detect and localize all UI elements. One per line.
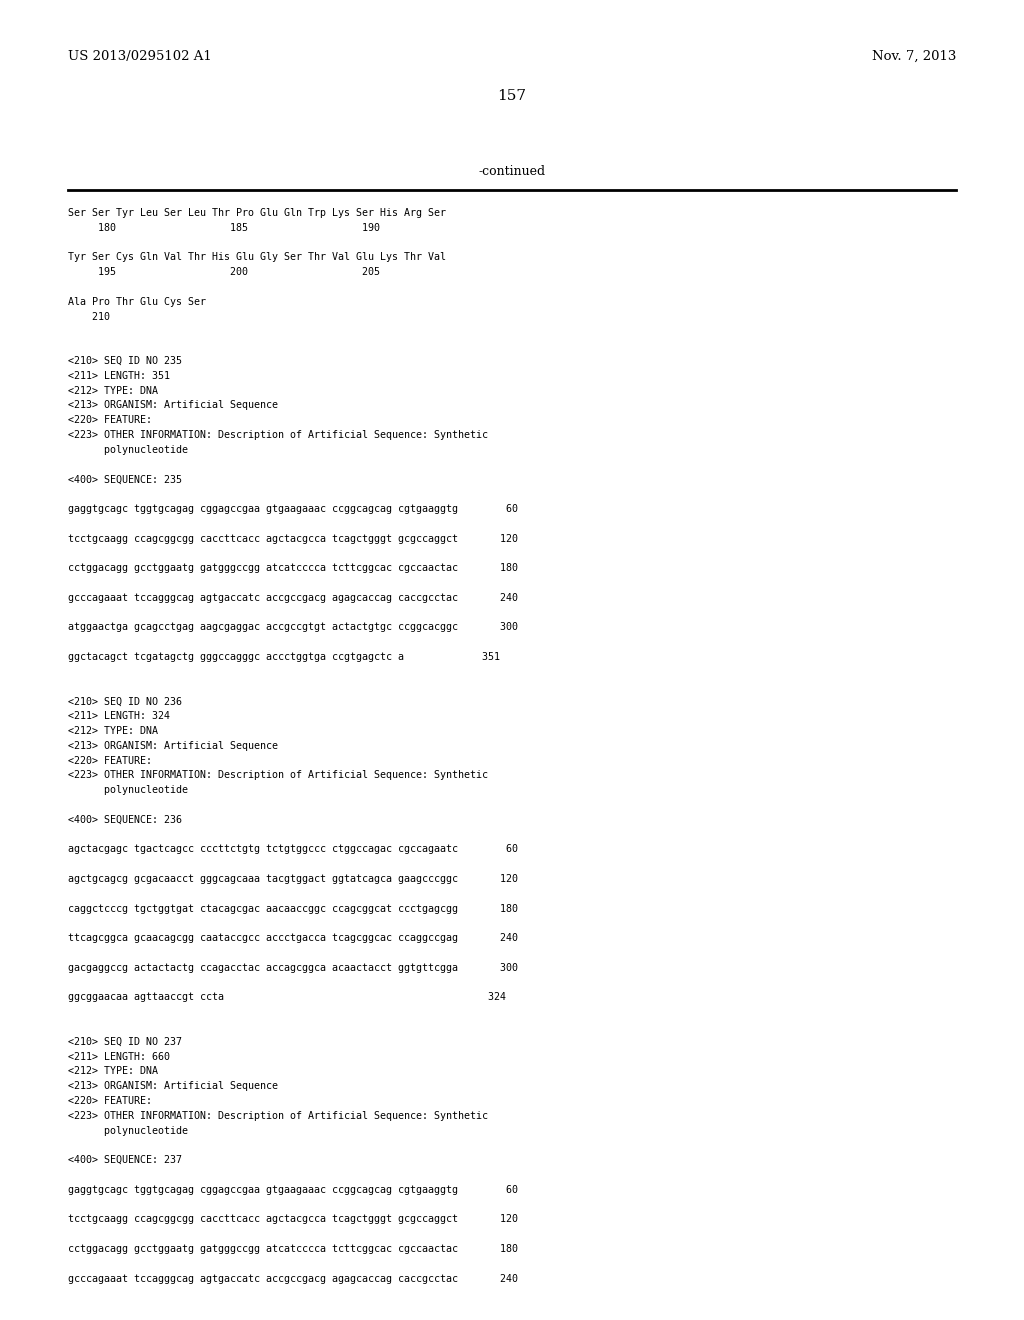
Text: -continued: -continued bbox=[478, 165, 546, 178]
Text: <213> ORGANISM: Artificial Sequence: <213> ORGANISM: Artificial Sequence bbox=[68, 1081, 278, 1092]
Text: ggctacagct tcgatagctg gggccagggc accctggtga ccgtgagctc a             351: ggctacagct tcgatagctg gggccagggc accctgg… bbox=[68, 652, 500, 663]
Text: <212> TYPE: DNA: <212> TYPE: DNA bbox=[68, 385, 158, 396]
Text: cctggacagg gcctggaatg gatgggccgg atcatcccca tcttcggcac cgccaactac       180: cctggacagg gcctggaatg gatgggccgg atcatcc… bbox=[68, 1243, 518, 1254]
Text: agctacgagc tgactcagcc cccttctgtg tctgtggccc ctggccagac cgccagaatc        60: agctacgagc tgactcagcc cccttctgtg tctgtgg… bbox=[68, 845, 518, 854]
Text: US 2013/0295102 A1: US 2013/0295102 A1 bbox=[68, 50, 212, 63]
Text: <223> OTHER INFORMATION: Description of Artificial Sequence: Synthetic: <223> OTHER INFORMATION: Description of … bbox=[68, 771, 488, 780]
Text: gcccagaaat tccagggcag agtgaccatc accgccgacg agagcaccag caccgcctac       240: gcccagaaat tccagggcag agtgaccatc accgccg… bbox=[68, 593, 518, 603]
Text: ttcagcggca gcaacagcgg caataccgcc accctgacca tcagcggcac ccaggccgag       240: ttcagcggca gcaacagcgg caataccgcc accctga… bbox=[68, 933, 518, 944]
Text: gacgaggccg actactactg ccagacctac accagcggca acaactacct ggtgttcgga       300: gacgaggccg actactactg ccagacctac accagcg… bbox=[68, 962, 518, 973]
Text: <220> FEATURE:: <220> FEATURE: bbox=[68, 416, 152, 425]
Text: <210> SEQ ID NO 236: <210> SEQ ID NO 236 bbox=[68, 697, 182, 706]
Text: polynucleotide: polynucleotide bbox=[68, 785, 188, 795]
Text: Nov. 7, 2013: Nov. 7, 2013 bbox=[871, 50, 956, 63]
Text: gaggtgcagc tggtgcagag cggagccgaa gtgaagaaac ccggcagcag cgtgaaggtg        60: gaggtgcagc tggtgcagag cggagccgaa gtgaaga… bbox=[68, 504, 518, 513]
Text: <210> SEQ ID NO 235: <210> SEQ ID NO 235 bbox=[68, 356, 182, 366]
Text: <220> FEATURE:: <220> FEATURE: bbox=[68, 1096, 152, 1106]
Text: 157: 157 bbox=[498, 88, 526, 103]
Text: Ser Ser Tyr Leu Ser Leu Thr Pro Glu Gln Trp Lys Ser His Arg Ser: Ser Ser Tyr Leu Ser Leu Thr Pro Glu Gln … bbox=[68, 209, 446, 218]
Text: <400> SEQUENCE: 236: <400> SEQUENCE: 236 bbox=[68, 814, 182, 825]
Text: <211> LENGTH: 660: <211> LENGTH: 660 bbox=[68, 1052, 170, 1061]
Text: 180                   185                   190: 180 185 190 bbox=[68, 223, 380, 232]
Text: <212> TYPE: DNA: <212> TYPE: DNA bbox=[68, 726, 158, 737]
Text: <213> ORGANISM: Artificial Sequence: <213> ORGANISM: Artificial Sequence bbox=[68, 741, 278, 751]
Text: <211> LENGTH: 351: <211> LENGTH: 351 bbox=[68, 371, 170, 380]
Text: <400> SEQUENCE: 237: <400> SEQUENCE: 237 bbox=[68, 1155, 182, 1166]
Text: polynucleotide: polynucleotide bbox=[68, 1126, 188, 1135]
Text: tcctgcaagg ccagcggcgg caccttcacc agctacgcca tcagctgggt gcgccaggct       120: tcctgcaagg ccagcggcgg caccttcacc agctacg… bbox=[68, 533, 518, 544]
Text: <220> FEATURE:: <220> FEATURE: bbox=[68, 755, 152, 766]
Text: <223> OTHER INFORMATION: Description of Artificial Sequence: Synthetic: <223> OTHER INFORMATION: Description of … bbox=[68, 1111, 488, 1121]
Text: gaggtgcagc tggtgcagag cggagccgaa gtgaagaaac ccggcagcag cgtgaaggtg        60: gaggtgcagc tggtgcagag cggagccgaa gtgaaga… bbox=[68, 1185, 518, 1195]
Text: <211> LENGTH: 324: <211> LENGTH: 324 bbox=[68, 711, 170, 721]
Text: cctggacagg gcctggaatg gatgggccgg atcatcccca tcttcggcac cgccaactac       180: cctggacagg gcctggaatg gatgggccgg atcatcc… bbox=[68, 564, 518, 573]
Text: <400> SEQUENCE: 235: <400> SEQUENCE: 235 bbox=[68, 474, 182, 484]
Text: Ala Pro Thr Glu Cys Ser: Ala Pro Thr Glu Cys Ser bbox=[68, 297, 206, 306]
Text: 210: 210 bbox=[68, 312, 110, 322]
Text: <213> ORGANISM: Artificial Sequence: <213> ORGANISM: Artificial Sequence bbox=[68, 400, 278, 411]
Text: gcccagaaat tccagggcag agtgaccatc accgccgacg agagcaccag caccgcctac       240: gcccagaaat tccagggcag agtgaccatc accgccg… bbox=[68, 1274, 518, 1283]
Text: caggctcccg tgctggtgat ctacagcgac aacaaccggc ccagcggcat ccctgagcgg       180: caggctcccg tgctggtgat ctacagcgac aacaacc… bbox=[68, 904, 518, 913]
Text: <223> OTHER INFORMATION: Description of Artificial Sequence: Synthetic: <223> OTHER INFORMATION: Description of … bbox=[68, 430, 488, 440]
Text: <212> TYPE: DNA: <212> TYPE: DNA bbox=[68, 1067, 158, 1076]
Text: <210> SEQ ID NO 237: <210> SEQ ID NO 237 bbox=[68, 1036, 182, 1047]
Text: 195                   200                   205: 195 200 205 bbox=[68, 267, 380, 277]
Text: ggcggaacaa agttaaccgt ccta                                            324: ggcggaacaa agttaaccgt ccta 324 bbox=[68, 993, 506, 1002]
Text: tcctgcaagg ccagcggcgg caccttcacc agctacgcca tcagctgggt gcgccaggct       120: tcctgcaagg ccagcggcgg caccttcacc agctacg… bbox=[68, 1214, 518, 1225]
Text: polynucleotide: polynucleotide bbox=[68, 445, 188, 455]
Text: atggaactga gcagcctgag aagcgaggac accgccgtgt actactgtgc ccggcacggc       300: atggaactga gcagcctgag aagcgaggac accgccg… bbox=[68, 623, 518, 632]
Text: Tyr Ser Cys Gln Val Thr His Glu Gly Ser Thr Val Glu Lys Thr Val: Tyr Ser Cys Gln Val Thr His Glu Gly Ser … bbox=[68, 252, 446, 263]
Text: agctgcagcg gcgacaacct gggcagcaaa tacgtggact ggtatcagca gaagcccggc       120: agctgcagcg gcgacaacct gggcagcaaa tacgtgg… bbox=[68, 874, 518, 884]
